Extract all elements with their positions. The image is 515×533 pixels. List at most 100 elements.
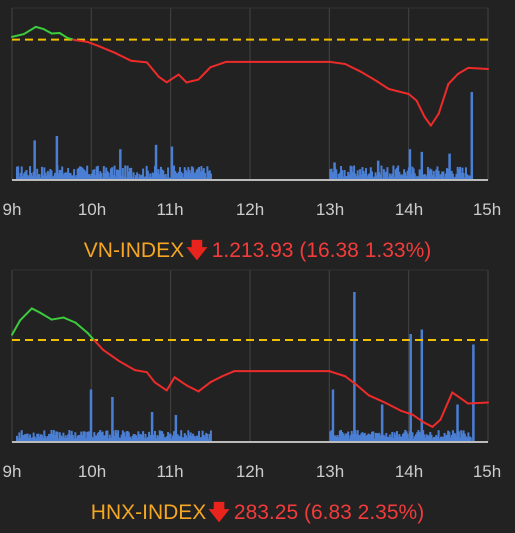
hnx-index-title: HNX-INDEX <box>90 501 207 524</box>
volume-bar <box>61 166 64 180</box>
price-line-down <box>456 66 470 76</box>
x-tick-label: 11h <box>156 200 183 219</box>
price-line-down <box>173 376 188 387</box>
volume-bar <box>186 172 189 180</box>
volume-bar <box>202 434 205 442</box>
volume-bar <box>376 433 379 442</box>
volume-bar <box>341 431 344 442</box>
volume-bar <box>334 435 337 442</box>
volume-bar <box>395 431 398 442</box>
volume-bar <box>451 430 454 442</box>
price-line-down <box>467 401 489 405</box>
volume-bar <box>83 170 86 180</box>
volume-bar <box>143 176 146 180</box>
x-tick-label: 11h <box>156 462 183 481</box>
volume-spike <box>470 92 474 180</box>
volume-bar <box>69 435 72 442</box>
price-line-down <box>93 339 105 351</box>
volume-bar <box>455 173 458 180</box>
volume-bar <box>467 432 470 442</box>
volume-bar <box>106 430 109 442</box>
volume-bar <box>416 175 419 180</box>
volume-bar <box>347 431 350 442</box>
volume-bar <box>189 172 192 180</box>
volume-bar <box>42 175 45 180</box>
volume-bar <box>379 435 382 442</box>
volume-bar <box>425 176 428 180</box>
volume-bar <box>98 431 101 442</box>
price-line-up <box>30 307 41 314</box>
volume-bar <box>101 431 104 442</box>
volume-bar <box>198 167 201 180</box>
volume-bar <box>366 434 369 442</box>
volume-spike <box>89 389 93 442</box>
volume-bar <box>384 172 387 180</box>
volume-bar <box>154 430 157 442</box>
volume-bar <box>15 435 18 442</box>
volume-bar <box>406 433 409 442</box>
volume-bar <box>59 170 62 180</box>
volume-bar <box>392 165 395 180</box>
price-line-down <box>467 66 489 71</box>
volume-bar <box>38 174 41 180</box>
price-line-down <box>447 73 459 86</box>
volume-bar <box>117 169 120 180</box>
volume-bar <box>336 435 339 442</box>
volume-bar <box>331 172 334 180</box>
volume-bar <box>156 172 159 180</box>
price-line-up <box>50 31 61 35</box>
x-tick-label: 14h <box>395 200 423 219</box>
volume-bar <box>39 177 42 180</box>
hnx-index-change: (6.83 2.35%) <box>303 501 425 524</box>
volume-bar <box>354 173 357 180</box>
volume-bar <box>444 435 447 442</box>
x-tick-label: 9h <box>3 200 22 219</box>
x-tick-label: 13h <box>316 200 344 219</box>
volume-bar <box>17 166 20 180</box>
volume-bar <box>17 438 20 442</box>
volume-bar <box>42 437 45 442</box>
volume-bar <box>365 435 368 442</box>
volume-bar <box>133 177 136 180</box>
volume-bar <box>447 169 450 180</box>
price-line-up <box>22 25 37 36</box>
volume-bar <box>360 174 363 180</box>
volume-bar <box>348 174 351 180</box>
volume-bar <box>365 168 368 180</box>
volume-bar <box>337 173 340 180</box>
volume-bar <box>30 172 33 180</box>
volume-bar <box>102 435 105 442</box>
volume-bar <box>413 173 416 180</box>
volume-bar <box>398 434 401 442</box>
volume-bar <box>459 437 462 442</box>
volume-bar <box>206 433 209 442</box>
volume-bar <box>189 432 192 442</box>
volume-bar <box>100 432 103 442</box>
volume-bar <box>378 432 381 442</box>
volume-bar <box>145 165 148 180</box>
volume-bar <box>393 432 396 442</box>
volume-bar <box>38 436 41 442</box>
volume-bar <box>187 167 190 180</box>
volume-bar <box>71 175 74 180</box>
volume-spike <box>376 160 380 180</box>
volume-bar <box>203 172 206 180</box>
volume-bar <box>65 437 68 442</box>
volume-bar <box>440 174 443 180</box>
volume-bar <box>412 438 415 442</box>
volume-bar <box>443 176 446 180</box>
volume-bar <box>132 434 135 442</box>
volume-bar <box>379 174 382 180</box>
volume-bar <box>51 433 54 442</box>
volume-bar <box>125 431 128 442</box>
volume-bar <box>170 438 173 442</box>
volume-bar <box>347 171 350 180</box>
volume-bar <box>444 173 447 180</box>
volume-bar <box>108 176 111 180</box>
volume-bar <box>390 437 393 442</box>
volume-bar <box>380 165 383 180</box>
price-line-down <box>356 384 370 397</box>
volume-bar <box>205 432 208 442</box>
volume-bar <box>76 168 79 180</box>
volume-bar <box>95 435 98 442</box>
